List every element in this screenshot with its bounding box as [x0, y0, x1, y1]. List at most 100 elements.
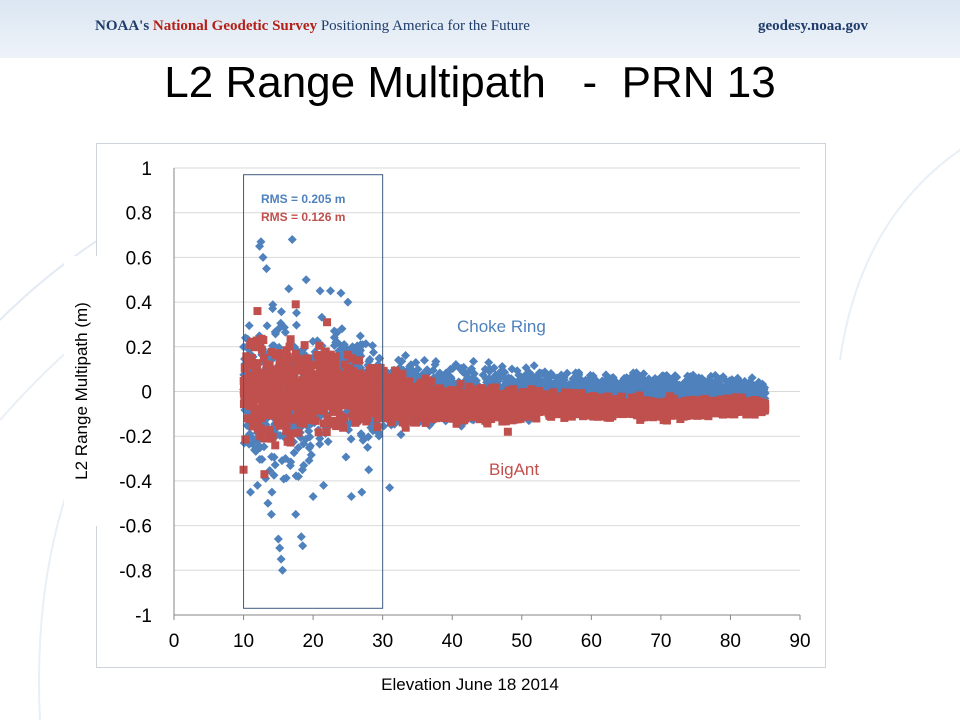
data-point — [304, 413, 313, 422]
data-point — [321, 347, 330, 356]
chart-area: 1 0.8 0.6 0.4 0.2 0 -0.2 -0.4 -0.6 -0.8 -1 0 10 20 30 4… — [96, 143, 826, 668]
data-point — [331, 337, 341, 347]
data-point — [452, 419, 461, 428]
data-point — [731, 393, 740, 402]
data-point — [269, 341, 279, 351]
data-point — [244, 321, 254, 331]
data-point — [497, 361, 507, 371]
data-point — [378, 373, 387, 382]
data-point — [476, 384, 485, 393]
data-point — [343, 367, 352, 376]
data-point — [282, 427, 291, 436]
survey-name: National Geodetic Survey — [152, 18, 318, 34]
data-point — [662, 416, 671, 425]
data-point — [587, 394, 596, 403]
data-point — [298, 541, 308, 551]
x-tick-label: 10 — [233, 631, 254, 652]
data-point — [512, 366, 522, 376]
data-point — [486, 375, 496, 385]
data-point — [300, 341, 309, 350]
data-point — [267, 347, 276, 356]
data-point — [253, 409, 262, 418]
data-point — [747, 373, 757, 383]
data-point — [303, 357, 312, 366]
data-point — [319, 419, 328, 428]
data-point — [636, 415, 645, 424]
data-point — [478, 370, 488, 380]
data-point — [292, 308, 302, 318]
data-point — [626, 409, 635, 418]
data-point — [346, 492, 356, 502]
data-point — [371, 386, 380, 395]
data-point — [300, 371, 309, 380]
data-point — [419, 355, 429, 365]
data-point — [428, 391, 437, 400]
data-point — [304, 366, 313, 375]
data-point — [249, 402, 258, 411]
data-point — [442, 398, 451, 407]
data-point — [267, 434, 276, 443]
x-tick-label: 30 — [372, 631, 393, 652]
data-point — [422, 365, 432, 375]
data-point — [460, 416, 469, 425]
data-point — [435, 413, 444, 422]
agency-banner-text: NOAA's National Geodetic Survey Position… — [95, 18, 530, 35]
data-point — [513, 396, 522, 405]
data-point — [352, 356, 361, 365]
data-point — [477, 388, 486, 397]
data-point — [677, 387, 687, 397]
data-point — [273, 417, 282, 426]
data-point — [315, 377, 324, 386]
data-point — [488, 391, 497, 400]
data-point — [394, 395, 403, 404]
data-point — [323, 437, 333, 447]
data-point — [329, 326, 339, 336]
data-point — [427, 377, 436, 386]
data-point — [324, 400, 333, 409]
data-point — [562, 368, 572, 378]
data-point — [391, 413, 400, 422]
data-point — [489, 396, 498, 405]
data-point — [363, 432, 373, 442]
data-point — [245, 377, 254, 386]
data-point — [288, 393, 297, 402]
data-point — [337, 324, 347, 334]
data-point — [242, 352, 251, 361]
y-tick-label: 1 — [141, 159, 152, 180]
data-point — [262, 264, 272, 274]
data-point — [331, 394, 340, 403]
data-point — [314, 428, 323, 437]
data-point — [633, 395, 642, 404]
data-point — [532, 391, 541, 400]
data-point — [430, 360, 440, 370]
data-point — [680, 385, 690, 395]
data-point — [280, 401, 289, 410]
data-point — [278, 417, 287, 426]
data-point — [339, 340, 349, 350]
data-point — [340, 360, 349, 369]
data-point — [338, 419, 347, 428]
data-point — [256, 432, 265, 441]
data-point — [323, 412, 332, 421]
x-tick-label: 70 — [650, 631, 671, 652]
data-point — [322, 427, 331, 436]
data-point — [422, 409, 431, 418]
data-point — [366, 369, 375, 378]
data-point — [284, 284, 294, 294]
data-point — [269, 470, 279, 480]
data-point — [515, 409, 524, 418]
data-point — [625, 399, 634, 408]
data-point — [271, 441, 280, 450]
scatter-chart: 10.80.60.40.20-0.2-0.4-0.6-0.8-10 10 20 30 4… — [119, 159, 810, 652]
data-point — [313, 351, 322, 360]
data-point — [680, 396, 689, 405]
data-point — [244, 382, 253, 391]
data-point — [266, 509, 276, 519]
data-point — [465, 388, 474, 397]
data-point — [258, 392, 267, 401]
data-point — [368, 341, 378, 351]
data-point — [306, 398, 315, 407]
data-point — [241, 363, 250, 372]
data-point — [312, 336, 322, 346]
data-point — [375, 353, 385, 363]
